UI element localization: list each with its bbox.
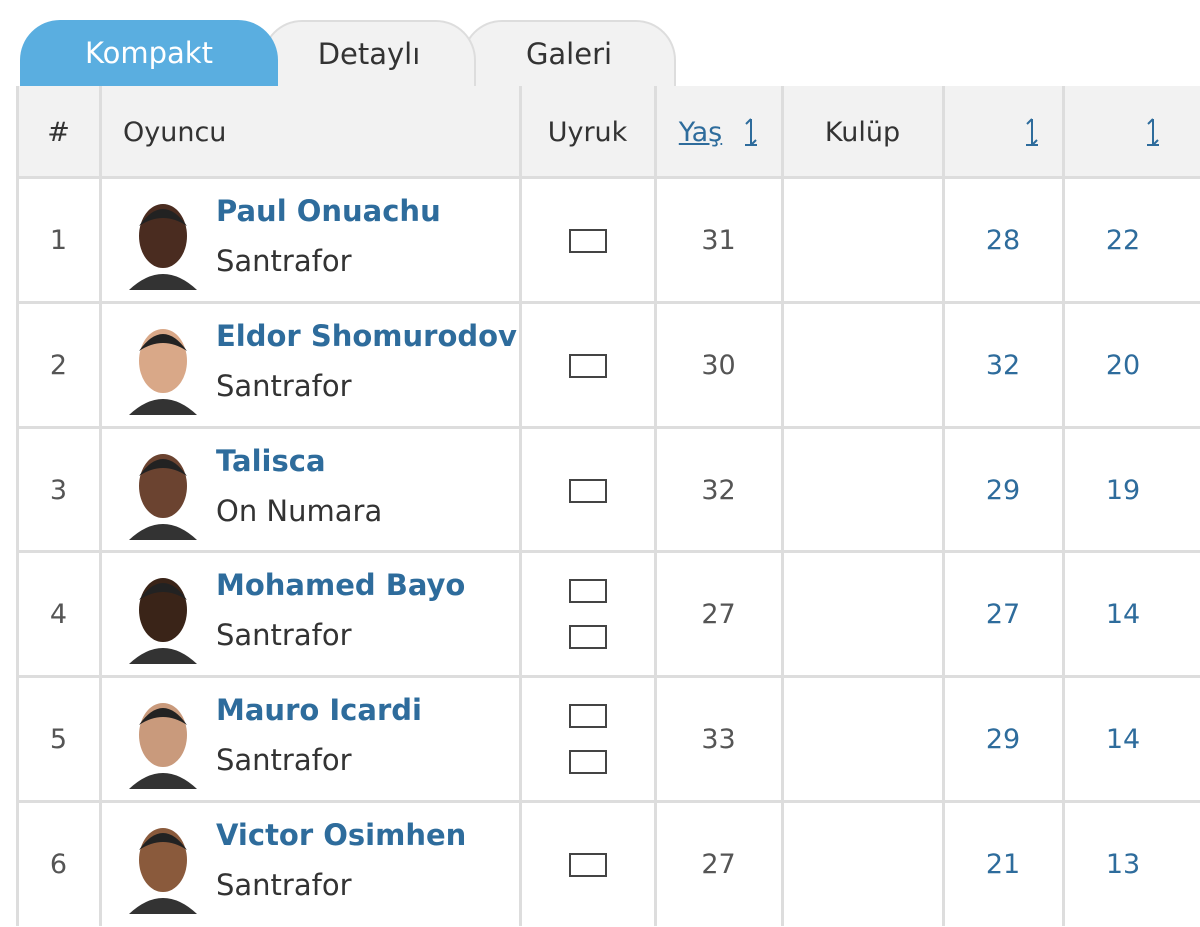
- player-photo: [124, 562, 202, 664]
- flag: [569, 703, 607, 728]
- player-position: Santrafor: [216, 369, 352, 403]
- column-border: [942, 86, 945, 926]
- column-border: [654, 86, 657, 926]
- stat[interactable]: 20: [1105, 350, 1141, 381]
- stat[interactable]: 28: [985, 225, 1021, 256]
- column-border: [16, 86, 19, 926]
- row-border: [17, 550, 1200, 553]
- player-name[interactable]: Paul Onuachu: [216, 194, 441, 228]
- stat[interactable]: 29: [985, 724, 1021, 755]
- header-cell: Kulüp: [782, 86, 943, 178]
- row-border: [17, 426, 1200, 429]
- row-border: [17, 675, 1200, 678]
- rank: 4: [49, 599, 68, 630]
- column-border: [1062, 86, 1065, 926]
- player-photo: [124, 188, 202, 290]
- player-photo: [124, 687, 202, 789]
- rank: 6: [49, 849, 68, 880]
- flag: [569, 852, 607, 877]
- stat[interactable]: 19: [1105, 475, 1141, 506]
- row-border: [17, 800, 1200, 803]
- column-border: [519, 86, 522, 926]
- player-position: Santrafor: [216, 244, 352, 278]
- player-name[interactable]: Mohamed Bayo: [216, 568, 466, 602]
- player-position: On Numara: [216, 494, 383, 528]
- player-position: Santrafor: [216, 868, 352, 902]
- age: 27: [701, 599, 736, 630]
- stat[interactable]: 29: [985, 475, 1021, 506]
- player-position: Santrafor: [216, 743, 352, 777]
- stat[interactable]: 27: [985, 599, 1021, 630]
- rank: 2: [49, 350, 68, 381]
- player-name[interactable]: Talisca: [216, 444, 326, 478]
- stat[interactable]: 14: [1105, 724, 1141, 755]
- column-border: [99, 86, 102, 926]
- tab-kompakt[interactable]: Kompakt: [20, 20, 278, 86]
- flag: [569, 578, 607, 603]
- player-photo: [124, 438, 202, 540]
- rank: 5: [49, 724, 68, 755]
- player-photo: [124, 812, 202, 914]
- stat[interactable]: 21: [985, 849, 1021, 880]
- sort-icon[interactable]: [743, 117, 759, 151]
- flag: [569, 353, 607, 378]
- header-cell: #: [17, 86, 100, 178]
- flag: [569, 228, 607, 253]
- stat[interactable]: 22: [1105, 225, 1141, 256]
- tab-detayli[interactable]: Detaylı: [262, 20, 476, 86]
- header-cell: Uyruk: [520, 86, 655, 178]
- player-name[interactable]: Mauro Icardi: [216, 693, 422, 727]
- stat[interactable]: 14: [1105, 599, 1141, 630]
- stat[interactable]: 13: [1105, 849, 1141, 880]
- flag: [569, 478, 607, 503]
- header-cell: Oyuncu: [100, 86, 520, 178]
- age: 30: [701, 350, 736, 381]
- flag: [569, 624, 607, 649]
- flag: [569, 749, 607, 774]
- player-position: Santrafor: [216, 618, 352, 652]
- age: 31: [701, 225, 736, 256]
- rank: 3: [49, 475, 68, 506]
- rank: 1: [49, 225, 68, 256]
- row-border: [17, 301, 1200, 304]
- tab-galeri[interactable]: Galeri: [462, 20, 676, 86]
- column-border: [781, 86, 784, 926]
- player-name[interactable]: Victor Osimhen: [216, 818, 467, 852]
- player-photo: [124, 313, 202, 415]
- sort-icon[interactable]: [1024, 117, 1040, 151]
- stat[interactable]: 32: [985, 350, 1021, 381]
- player-name[interactable]: Eldor Shomurodov: [216, 319, 517, 353]
- row-border: [17, 176, 1200, 179]
- age: 27: [701, 849, 736, 880]
- sort-icon[interactable]: [1145, 117, 1161, 151]
- age: 33: [701, 724, 736, 755]
- age: 32: [701, 475, 736, 506]
- header-cell[interactable]: Yaş: [655, 86, 782, 178]
